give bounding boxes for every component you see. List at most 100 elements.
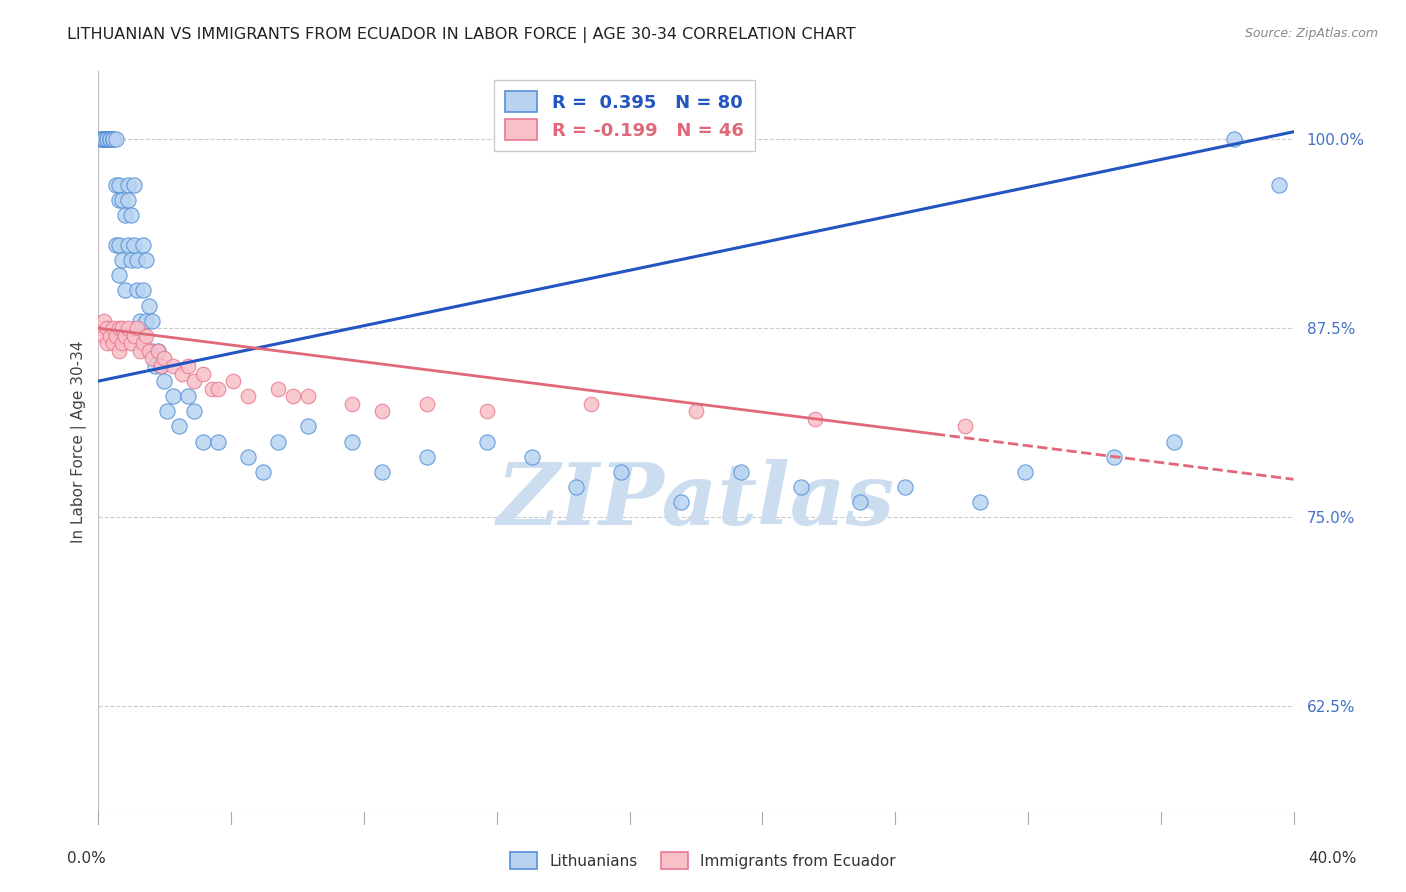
Point	[371, 465, 394, 479]
Point	[111, 336, 134, 351]
Point	[143, 359, 166, 373]
Point	[93, 132, 115, 146]
Point	[96, 132, 118, 146]
Point	[93, 328, 115, 343]
Point	[172, 367, 194, 381]
Point	[730, 465, 752, 479]
Point	[132, 284, 155, 298]
Point	[520, 450, 543, 464]
Point	[1163, 434, 1185, 449]
Point	[108, 193, 131, 207]
Point	[1014, 465, 1036, 479]
Point	[342, 434, 364, 449]
Text: ZIPatlas: ZIPatlas	[496, 459, 896, 542]
Point	[236, 450, 259, 464]
Point	[127, 253, 149, 268]
Point	[93, 132, 115, 146]
Point	[120, 253, 142, 268]
Point	[103, 132, 125, 146]
Point	[156, 404, 179, 418]
Point	[90, 132, 112, 146]
Point	[342, 397, 364, 411]
Point	[416, 397, 439, 411]
Point	[252, 465, 274, 479]
Point	[565, 480, 588, 494]
Point	[96, 132, 118, 146]
Point	[148, 343, 170, 358]
Point	[90, 321, 112, 335]
Point	[127, 284, 149, 298]
Point	[162, 389, 184, 403]
Point	[153, 374, 176, 388]
Point	[120, 336, 142, 351]
Point	[120, 208, 142, 222]
Point	[191, 367, 214, 381]
Point	[849, 495, 872, 509]
Point	[124, 328, 146, 343]
Point	[177, 359, 200, 373]
Point	[96, 132, 118, 146]
Point	[153, 351, 176, 366]
Point	[138, 299, 160, 313]
Point	[207, 434, 229, 449]
Point	[108, 268, 131, 283]
Point	[114, 208, 136, 222]
Point	[93, 132, 115, 146]
Point	[953, 419, 976, 434]
Point	[894, 480, 917, 494]
Point	[114, 328, 136, 343]
Point	[183, 404, 205, 418]
Point	[135, 253, 157, 268]
Point	[117, 178, 139, 192]
Point	[111, 193, 134, 207]
Point	[108, 321, 131, 335]
Point	[177, 389, 200, 403]
Point	[96, 321, 118, 335]
Point	[236, 389, 259, 403]
Point	[129, 313, 152, 327]
Y-axis label: In Labor Force | Age 30-34: In Labor Force | Age 30-34	[72, 340, 87, 543]
Point	[267, 434, 290, 449]
Point	[117, 193, 139, 207]
Point	[98, 328, 122, 343]
Point	[162, 359, 184, 373]
Point	[108, 343, 131, 358]
Text: LITHUANIAN VS IMMIGRANTS FROM ECUADOR IN LABOR FORCE | AGE 30-34 CORRELATION CHA: LITHUANIAN VS IMMIGRANTS FROM ECUADOR IN…	[67, 27, 856, 43]
Point	[416, 450, 439, 464]
Point	[371, 404, 394, 418]
Text: Source: ZipAtlas.com: Source: ZipAtlas.com	[1244, 27, 1378, 40]
Legend: R =  0.395   N = 80, R = -0.199   N = 46: R = 0.395 N = 80, R = -0.199 N = 46	[494, 80, 755, 151]
Point	[117, 321, 139, 335]
Legend: Lithuanians, Immigrants from Ecuador: Lithuanians, Immigrants from Ecuador	[503, 846, 903, 875]
Point	[141, 343, 163, 358]
Point	[150, 359, 173, 373]
Point	[141, 351, 163, 366]
Point	[969, 495, 991, 509]
Point	[124, 238, 146, 252]
Point	[610, 465, 633, 479]
Point	[117, 238, 139, 252]
Text: 40.0%: 40.0%	[1309, 851, 1357, 865]
Point	[103, 132, 125, 146]
Point	[267, 382, 290, 396]
Point	[96, 132, 118, 146]
Point	[183, 374, 205, 388]
Point	[98, 132, 122, 146]
Point	[103, 132, 125, 146]
Point	[804, 412, 827, 426]
Point	[138, 343, 160, 358]
Point	[281, 389, 304, 403]
Point	[191, 434, 214, 449]
Point	[297, 389, 319, 403]
Text: 0.0%: 0.0%	[67, 851, 107, 865]
Point	[141, 313, 163, 327]
Point	[93, 132, 115, 146]
Point	[207, 382, 229, 396]
Point	[108, 238, 131, 252]
Point	[1223, 132, 1246, 146]
Point	[105, 238, 128, 252]
Point	[124, 178, 146, 192]
Point	[103, 336, 125, 351]
Point	[150, 359, 173, 373]
Point	[111, 253, 134, 268]
